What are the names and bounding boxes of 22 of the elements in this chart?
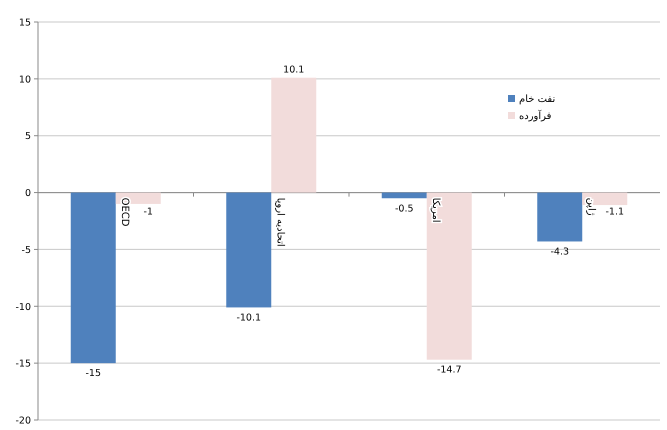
y-tick-label: -15 [15, 358, 31, 370]
data-label: -0.5 [394, 203, 414, 214]
legend-label: فرآورده [519, 109, 552, 122]
y-tick-label: 5 [24, 131, 31, 142]
data-label: -4.3 [550, 246, 570, 258]
data-label: -1.1 [605, 206, 624, 218]
legend-label: نفت خام [519, 94, 556, 105]
x-tick-label: امریکا [430, 198, 441, 223]
y-tick-label: -20 [15, 416, 31, 426]
data-label: -10.1 [236, 312, 262, 324]
data-label: -15 [85, 368, 102, 380]
y-tick-label: 0 [24, 188, 31, 200]
y-tick-label: -5 [22, 244, 31, 256]
x-tick-label: اتحادیه اروپا [274, 198, 286, 247]
x-tick-label: ژاپن [585, 198, 596, 216]
data-label: 10.1 [283, 64, 304, 76]
data-label: -14.7 [436, 364, 462, 376]
y-tick-label: 15 [18, 18, 31, 28]
data-label: -1 [144, 206, 153, 218]
x-tick-label: OECD [118, 198, 130, 227]
y-tick-label: -10 [15, 302, 31, 313]
y-tick-label: 10 [18, 74, 31, 86]
